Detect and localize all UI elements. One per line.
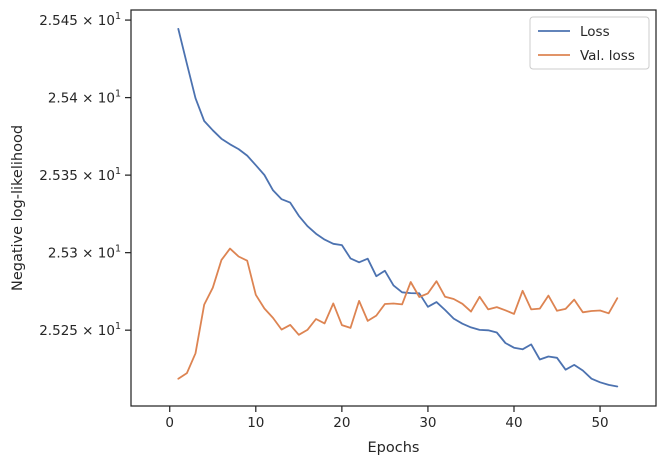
legend-box [529,16,650,70]
y-tick-label: 2.53 × 101 [48,244,121,262]
legend-label-val-loss: Val. loss [580,48,635,64]
y-tick-label: 2.545 × 101 [39,11,121,29]
y-axis-ticks: 2.525 × 101 2.53 × 101 2.535 × 101 2.54 × 1… [39,11,131,339]
y-tick-label: 2.525 × 101 [39,321,121,339]
x-axis-title: Epochs [368,440,420,456]
x-tick-label: 30 [419,415,436,431]
x-axis-ticks: 0 10 20 30 40 50 [165,406,609,431]
legend: Loss Val. loss [529,16,650,70]
series-line-loss [177,27,619,388]
x-tick-label: 10 [247,415,264,431]
x-tick-label: 0 [165,415,174,431]
legend-label-loss: Loss [580,24,610,40]
x-tick-label: 20 [333,415,350,431]
y-tick-label: 2.535 × 101 [39,166,121,184]
y-tick-label: 2.54 × 101 [48,89,121,107]
plot-lines [177,27,619,388]
axes-frame [130,9,657,407]
x-tick-label: 40 [505,415,522,431]
y-axis-title: Negative log-likelihood [10,125,26,291]
series-line-val-loss [177,247,619,380]
x-tick-label: 50 [591,415,608,431]
